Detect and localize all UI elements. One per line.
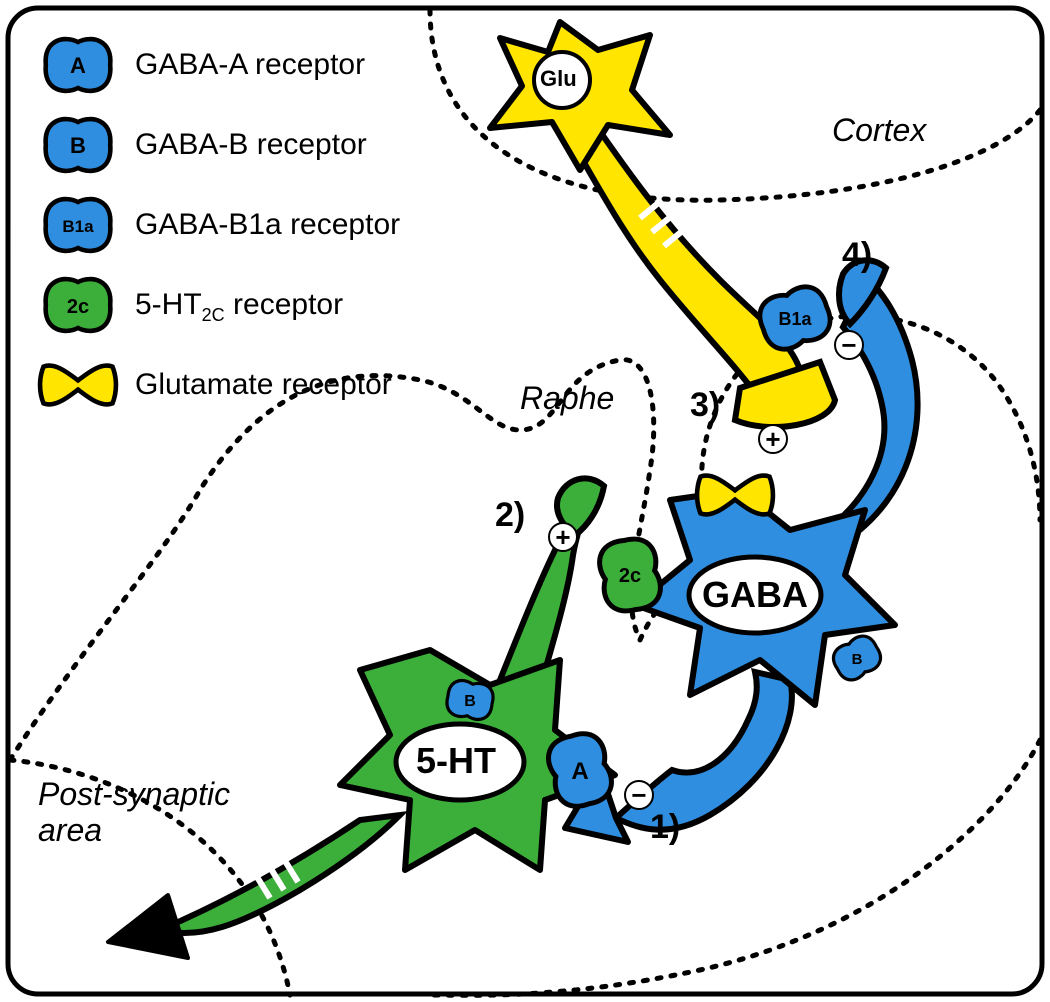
legend-label-b1a: GABA-B1a receptor [135,208,400,242]
num-3: 3) [690,386,720,425]
ht5-neuron [108,478,615,958]
svg-text:A: A [571,758,588,785]
legend-label-b: GABA-B receptor [135,128,367,162]
region-raphe: Raphe [520,380,614,417]
num-4: 4) [842,236,872,275]
svg-text:B: B [70,133,86,158]
svg-text:A: A [70,53,86,78]
svg-text:B: B [852,651,863,668]
num-2: 2) [495,496,525,535]
svg-text:2c: 2c [67,296,89,318]
cell-label-glu: Glu [540,66,577,92]
svg-text:B1a: B1a [778,309,812,329]
sign-3-plus: + [758,424,788,454]
diagram-stage: 2c B B A B1a A B B1a 2c GABA-A receptor … [0,0,1050,1002]
svg-text:B: B [464,693,476,710]
legend-shapes: A B B1a 2c [40,39,116,404]
svg-text:B1a: B1a [62,217,94,236]
num-1: 1) [650,808,680,847]
legend-label-a: GABA-A receptor [135,48,365,82]
sign-4-minus: − [834,330,864,360]
region-postsyn2: area [38,812,102,849]
sign-2-plus: + [548,522,578,552]
legend-label-glu: Glutamate receptor [135,368,392,402]
region-postsyn1: Post-synaptic [38,776,230,813]
legend-label-2c: 5-HT2C receptor [135,288,343,326]
region-cortex: Cortex [832,112,926,149]
sign-1-minus: − [624,780,654,810]
cell-label-5ht: 5-HT [416,740,496,782]
svg-text:2c: 2c [619,565,641,587]
cell-label-gaba: GABA [702,574,808,616]
